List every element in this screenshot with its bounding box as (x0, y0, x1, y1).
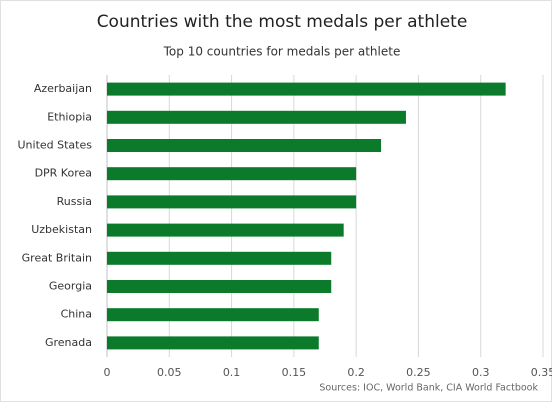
y-tick-label: Uzbekistan (31, 223, 92, 236)
y-tick-label: Russia (57, 195, 92, 208)
y-tick-label: China (61, 308, 92, 321)
bar (107, 251, 332, 265)
bar (107, 308, 319, 322)
bar (107, 223, 344, 237)
x-tick-label: 0.2 (347, 366, 365, 379)
source-note: Sources: IOC, World Bank, CIA World Fact… (319, 383, 538, 394)
chart-title: Countries with the most medals per athle… (97, 12, 468, 32)
y-tick-label: Great Britain (22, 251, 92, 264)
y-tick-label: Georgia (49, 280, 92, 293)
y-tick-label: Grenada (45, 336, 92, 349)
chart-subtitle: Top 10 countries for medals per athlete (163, 45, 401, 59)
x-tick-label: 0.05 (157, 366, 182, 379)
bar (107, 195, 357, 209)
x-tick-label: 0.35 (531, 366, 552, 379)
x-tick-label: 0.3 (472, 366, 490, 379)
bar (107, 280, 332, 293)
bar (107, 139, 382, 152)
y-tick-label: United States (18, 139, 93, 152)
x-tick-label: 0.15 (282, 366, 307, 379)
x-tick-label: 0.25 (406, 366, 431, 379)
bar (107, 336, 319, 350)
bar (107, 82, 506, 96)
x-tick-label: 0 (104, 366, 111, 379)
y-tick-label: DPR Korea (35, 167, 92, 180)
y-tick-label: Azerbaijan (34, 82, 92, 95)
y-tick-label: Ethiopia (47, 110, 92, 123)
bar (107, 110, 406, 124)
x-tick-label: 0.1 (223, 366, 241, 379)
bar (107, 167, 357, 181)
